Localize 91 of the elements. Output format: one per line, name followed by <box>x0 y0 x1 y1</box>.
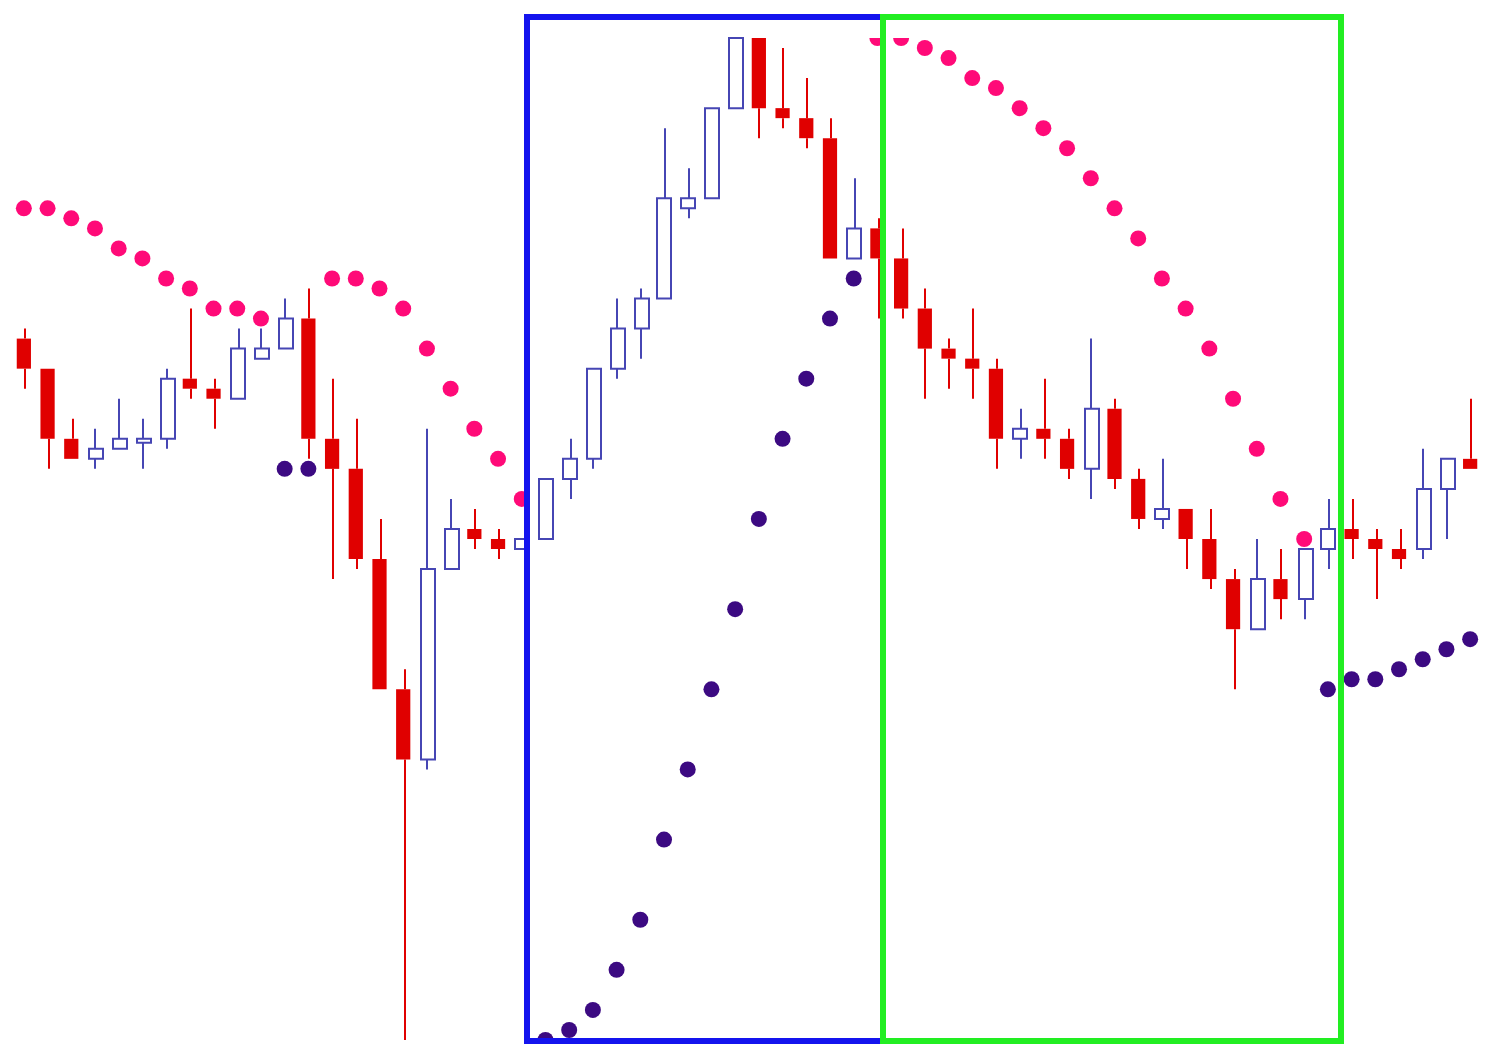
point <box>371 280 388 297</box>
point <box>821 310 838 327</box>
point <box>442 380 459 397</box>
candlestick <box>822 117 838 259</box>
candlestick <box>751 38 766 140</box>
point <box>1343 671 1360 688</box>
candlestick <box>1344 497 1359 561</box>
candlestick <box>40 368 55 470</box>
candlestick <box>894 227 909 320</box>
candlestick <box>1463 397 1478 469</box>
point <box>1367 671 1384 688</box>
candlestick <box>1036 377 1051 460</box>
point <box>490 450 507 467</box>
point <box>252 310 269 327</box>
point <box>703 681 720 698</box>
point <box>276 460 293 477</box>
point <box>774 430 791 447</box>
point <box>395 300 412 317</box>
point <box>1082 170 1099 187</box>
candlestick <box>16 327 31 390</box>
point <box>656 831 673 848</box>
point <box>205 300 222 317</box>
point <box>1438 641 1455 658</box>
point <box>1177 300 1194 317</box>
point <box>584 1001 601 1018</box>
point <box>300 460 317 477</box>
point <box>940 50 957 67</box>
point <box>1248 440 1265 457</box>
point <box>632 911 649 928</box>
point <box>1106 200 1123 217</box>
candlestick <box>372 517 387 690</box>
point <box>916 40 933 57</box>
point <box>561 1021 578 1038</box>
candlestick <box>1273 548 1288 621</box>
candlestick <box>917 287 932 400</box>
point <box>1201 340 1218 357</box>
point <box>845 270 862 287</box>
candlestick <box>1059 427 1075 480</box>
point <box>347 270 364 287</box>
candlestick <box>182 307 197 400</box>
point <box>1011 100 1028 117</box>
point <box>1130 230 1147 247</box>
point <box>110 240 127 257</box>
point <box>324 270 341 287</box>
point <box>750 510 767 527</box>
candlestick <box>324 377 340 581</box>
candlestick <box>1368 527 1383 601</box>
point <box>1462 631 1479 648</box>
point <box>134 250 151 267</box>
point <box>1153 270 1170 287</box>
candlestick <box>1225 568 1241 691</box>
candlestick <box>467 507 482 551</box>
point <box>15 200 32 217</box>
candlestick <box>490 527 506 561</box>
point <box>1296 531 1313 547</box>
candlestick <box>64 417 79 459</box>
point <box>964 70 981 87</box>
point <box>679 761 696 778</box>
point <box>608 961 625 978</box>
candlestick <box>1178 508 1193 571</box>
point <box>1319 681 1336 698</box>
point <box>1272 490 1289 507</box>
point <box>1391 661 1408 678</box>
candlestick <box>775 47 790 130</box>
point <box>39 200 56 217</box>
candlestick <box>799 77 814 150</box>
point <box>86 220 103 237</box>
candlestick <box>348 417 363 571</box>
point <box>418 340 435 357</box>
candlestick <box>988 357 1004 470</box>
point <box>798 370 815 387</box>
point <box>1059 140 1076 157</box>
point <box>229 300 246 317</box>
candlestick <box>1202 507 1217 591</box>
point <box>181 280 198 297</box>
point <box>158 270 175 287</box>
candlestick <box>1391 527 1407 571</box>
point <box>63 210 80 227</box>
candlestick <box>941 337 956 390</box>
candlestick <box>396 668 411 1041</box>
point <box>1225 390 1242 407</box>
candlestick <box>965 307 980 400</box>
candlestick <box>1107 397 1122 490</box>
point <box>1035 120 1052 137</box>
candlestick <box>1131 467 1146 530</box>
point <box>1414 651 1431 668</box>
point <box>987 80 1004 97</box>
point <box>727 601 744 618</box>
candlestick <box>206 377 221 430</box>
point <box>466 420 483 437</box>
candlestick <box>301 287 316 460</box>
